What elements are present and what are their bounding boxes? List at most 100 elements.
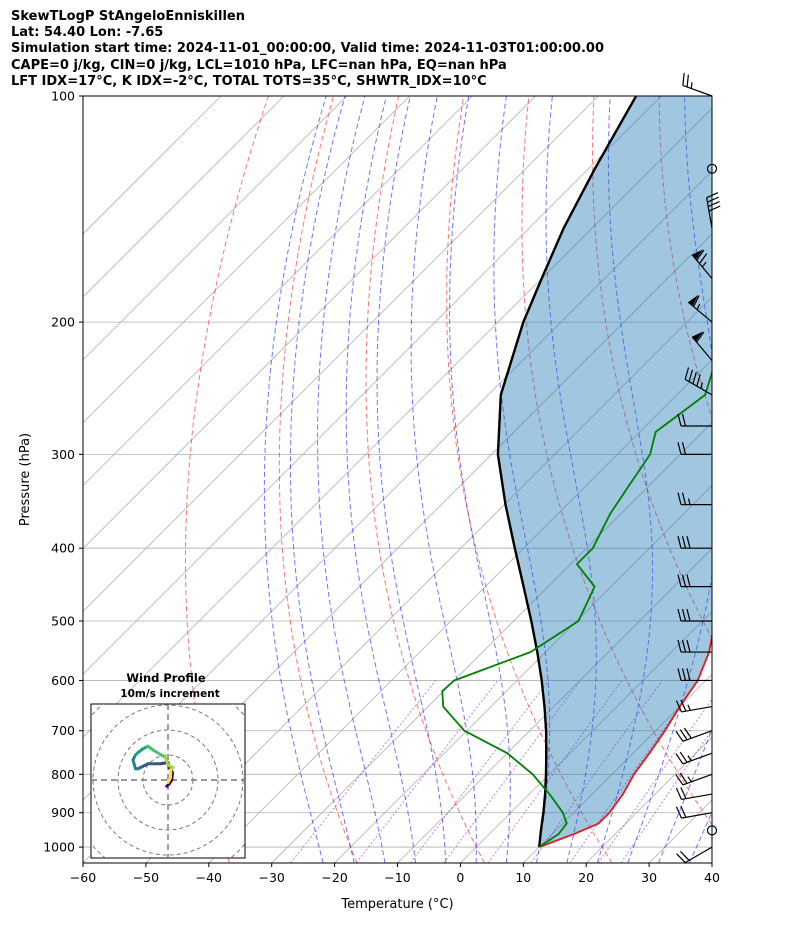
x-tick-label: −30 — [259, 870, 285, 885]
wind-barb-half — [690, 82, 693, 89]
wind-barb-full — [698, 253, 708, 264]
hodograph-subtitle: 10m/s increment — [120, 688, 219, 700]
wind-barb-full — [675, 730, 684, 742]
wind-barb — [675, 805, 713, 819]
wind-barb-full — [707, 201, 720, 208]
wind-barb-full — [680, 805, 687, 818]
isotherm-line — [711, 862, 712, 863]
y-tick-label: 800 — [51, 767, 75, 782]
parcel-profile-line — [496, 96, 638, 848]
wind-barb — [677, 574, 712, 588]
isotherm-line — [83, 96, 410, 424]
dewpoint-line — [441, 369, 712, 848]
wind-barb-full — [707, 196, 719, 203]
wind-barb-staff — [684, 378, 713, 396]
x-axis-label: Temperature (°C) — [340, 897, 453, 912]
wind-barb — [684, 367, 713, 396]
moist-adiabat-line — [627, 96, 712, 863]
hodograph-segment — [136, 762, 150, 771]
wind-barb-full — [679, 751, 688, 763]
wind-barb-full — [677, 639, 682, 653]
dry-adiabat-line — [365, 96, 485, 863]
chart-title-block: SkewTLogP StAngeloEnniskillen Lat: 54.40… — [11, 9, 604, 90]
moist-adiabat-line — [290, 96, 355, 863]
wind-barb — [675, 787, 713, 801]
wind-barb-full — [679, 729, 688, 741]
wind-barb — [677, 668, 712, 682]
wind-barb-full — [677, 574, 682, 587]
wind-barb-calm — [706, 825, 718, 836]
isotherm-line — [83, 96, 536, 550]
isotherm-line — [397, 547, 712, 863]
y-tick-label: 700 — [51, 723, 75, 738]
wind-barb-full — [708, 205, 721, 212]
wind-barb-full — [681, 639, 687, 653]
wind-barb-staff — [681, 705, 713, 713]
wind-barbs — [675, 73, 721, 864]
moist-adiabat-line — [720, 96, 794, 863]
x-tick-label: 0 — [456, 870, 464, 885]
isotherm-line — [83, 96, 348, 361]
x-tick-label: −60 — [70, 870, 96, 885]
wind-barb-full — [684, 367, 690, 380]
wind-barb-full — [677, 668, 682, 681]
wind-barb — [682, 73, 713, 97]
moist-adiabat-line — [345, 96, 416, 863]
moist-adiabat-line — [376, 96, 447, 863]
isotherm-line — [460, 610, 712, 863]
wind-barb — [687, 294, 713, 323]
dry-adiabat-line — [185, 96, 269, 863]
isotherm-line — [83, 96, 285, 298]
wind-barb-half — [700, 382, 704, 389]
wind-barb — [677, 442, 712, 455]
wind-barb-full — [681, 608, 687, 622]
x-tick-label: 30 — [641, 870, 657, 885]
chart-title-station: SkewTLogP StAngeloEnniskillen — [11, 9, 245, 24]
wind-barb-full — [681, 413, 687, 427]
x-tick-label: −40 — [196, 870, 222, 885]
wind-barb-staff — [682, 730, 713, 742]
isotherm-line — [145, 296, 712, 863]
isotherm-line — [83, 96, 662, 675]
x-tick-label: 10 — [515, 870, 531, 885]
dry-adiabat-line — [446, 96, 613, 863]
y-tick-label: 600 — [51, 673, 75, 688]
x-tick-label: 20 — [578, 870, 594, 885]
dry-adiabat-line — [724, 96, 794, 863]
wind-barb-full — [681, 536, 687, 549]
mixing-ratio-line — [409, 680, 550, 863]
wind-barb-full — [675, 700, 683, 713]
wind-barb — [675, 772, 713, 786]
wind-barb-staff — [681, 812, 713, 819]
wind-barb — [706, 825, 718, 836]
wind-barb-full — [693, 295, 700, 307]
wind-barb — [706, 192, 721, 229]
wind-barb-full — [675, 806, 683, 819]
y-tick-label: 1000 — [43, 840, 75, 855]
wind-barb-staff — [706, 197, 713, 229]
wind-barb-full — [680, 851, 690, 861]
wind-barb-full — [677, 413, 682, 427]
wind-barb — [691, 249, 713, 279]
moist-adiabat-line — [596, 96, 654, 863]
wind-barb-full — [681, 668, 687, 681]
wind-barb-full — [677, 492, 682, 505]
y-tick-label: 200 — [51, 315, 75, 330]
wind-barb-half — [687, 704, 691, 711]
isotherm-line — [83, 107, 712, 738]
wind-barb-half — [687, 498, 691, 505]
dry-adiabat-line — [789, 96, 794, 863]
wind-barb-full — [683, 727, 692, 739]
wind-barb-full — [686, 74, 689, 87]
chart-title-indices-1: CAPE=0 j/kg, CIN=0 j/kg, LCL=1010 hPa, L… — [11, 57, 507, 73]
chart-title-indices-2: LFT IDX=17°C, K IDX=-2°C, TOTAL TOTS=35°… — [11, 73, 487, 89]
y-tick-label: 400 — [51, 541, 75, 556]
wind-barb-full — [680, 699, 687, 712]
hodograph-plot — [91, 704, 245, 858]
grid-lines — [83, 96, 712, 863]
wind-barb-staff — [682, 773, 713, 786]
isotherm-line — [83, 96, 222, 235]
wind-barb-full — [692, 371, 697, 385]
x-tick-label: −10 — [384, 870, 410, 885]
wind-barb-full — [681, 492, 687, 505]
